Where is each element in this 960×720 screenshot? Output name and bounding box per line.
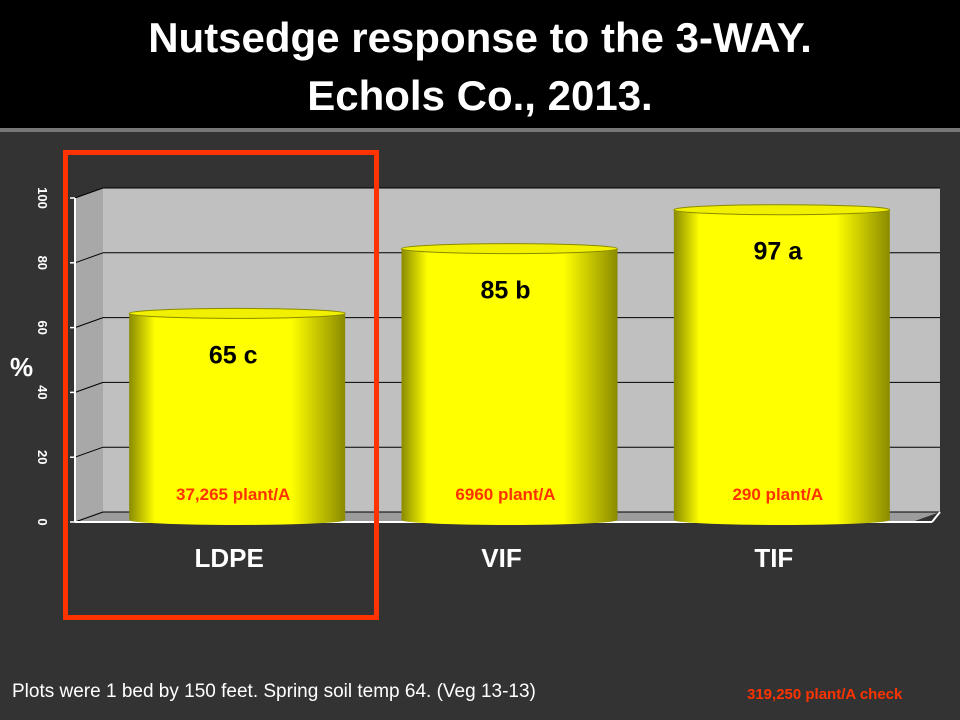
count-label: 290 plant/A — [732, 485, 823, 504]
bar-group-ldpe: 65 c 37,265 plant/A — [128, 307, 346, 525]
y-tick-label: 80 — [35, 256, 50, 270]
bar-top-ldpe — [128, 307, 346, 319]
y-tick-label: 60 — [35, 320, 50, 334]
gridline-side — [74, 187, 104, 199]
highlight-box-ldpe — [63, 150, 379, 620]
x-axis-depth-line — [931, 511, 941, 523]
count-label: 6960 plant/A — [455, 485, 555, 504]
bar-tif — [673, 209, 890, 525]
y-tick-label: 20 — [35, 450, 50, 464]
y-tick-label: 0 — [35, 518, 50, 525]
slide-title-line-2: Echols Co., 2013. — [307, 72, 653, 119]
check-note: 319,250 plant/A check — [747, 686, 903, 703]
bar-ldpe — [129, 313, 346, 525]
x-tick-label: TIF — [754, 543, 793, 573]
count-label: 37,265 plant/A — [176, 485, 290, 504]
gridline-side — [74, 446, 104, 458]
gridline-side — [74, 511, 104, 523]
value-label: 65 c — [209, 341, 258, 369]
plot-side-wall — [75, 188, 103, 522]
bar-top-vif — [401, 243, 618, 255]
gridline-side — [74, 317, 104, 329]
y-axis-label: % — [10, 352, 34, 382]
bar-vif — [401, 248, 618, 525]
bar-top-tif — [673, 204, 891, 216]
y-tick-label: 40 — [35, 385, 50, 399]
y-tick-label: 100 — [35, 187, 50, 209]
footnote: Plots were 1 bed by 150 feet. Spring soi… — [12, 681, 536, 702]
value-label: 97 a — [753, 238, 803, 266]
x-tick-label: VIF — [481, 543, 521, 573]
gridline-side — [74, 381, 104, 393]
bar-group-tif: 97 a 290 plant/A — [673, 204, 891, 525]
gridline-side — [74, 252, 104, 264]
bar-group-vif: 85 b 6960 plant/A — [401, 243, 618, 525]
title-banner — [0, 0, 960, 128]
title-divider — [0, 128, 960, 132]
x-tick-label: LDPE — [194, 543, 263, 573]
slide-title-line-1: Nutsedge response to the 3-WAY. — [148, 14, 812, 61]
value-label: 85 b — [480, 277, 530, 305]
